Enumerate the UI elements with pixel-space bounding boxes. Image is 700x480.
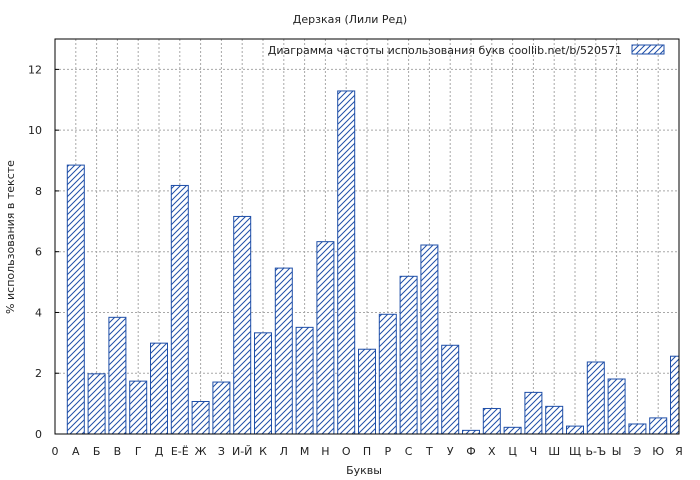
y-tick-label: 2 bbox=[35, 367, 42, 380]
x-tick-label: Р bbox=[384, 445, 391, 458]
plot-frame bbox=[54, 38, 680, 435]
x-tick-label: Ю bbox=[652, 445, 664, 458]
bar-К bbox=[254, 332, 272, 435]
x-tick-label: И-Й bbox=[232, 445, 252, 458]
bar-С bbox=[399, 275, 418, 435]
bar-Г bbox=[129, 380, 148, 435]
x-tick-label: С bbox=[405, 445, 413, 458]
x-tick-label: Ц bbox=[508, 445, 517, 458]
bar-П bbox=[358, 348, 376, 435]
bar-Б bbox=[87, 373, 106, 435]
bar-О bbox=[337, 90, 356, 435]
legend-label: Диаграмма частоты использования букв coo… bbox=[268, 44, 622, 57]
x-axis-label: Буквы bbox=[346, 464, 382, 477]
x-tick-label: Я bbox=[675, 445, 683, 458]
y-tick-label: 0 bbox=[35, 428, 42, 441]
bar-Р bbox=[378, 313, 397, 435]
bar-Ы bbox=[607, 378, 626, 435]
bar-У bbox=[441, 344, 460, 435]
bar-Ю bbox=[649, 417, 668, 435]
bar-Ч bbox=[524, 391, 543, 435]
x-tick-label: Ч bbox=[530, 445, 538, 458]
y-axis-label: % использования в тексте bbox=[4, 160, 17, 314]
x-tick-label: Т bbox=[425, 445, 433, 458]
bar-Д bbox=[150, 342, 168, 435]
y-tick-label: 12 bbox=[28, 63, 42, 76]
y-tick-label: 6 bbox=[35, 246, 42, 259]
x-tick-label: О bbox=[342, 445, 351, 458]
legend: Диаграмма частоты использования букв coo… bbox=[268, 44, 665, 57]
x-tick-label: М bbox=[300, 445, 310, 458]
x-tick-label: К bbox=[259, 445, 267, 458]
x-tick-label: Ш bbox=[548, 445, 560, 458]
x-tick-label: У bbox=[447, 445, 454, 458]
x-tick-label: В bbox=[114, 445, 122, 458]
bar-Т bbox=[420, 244, 439, 435]
bar-Л bbox=[274, 267, 293, 435]
bar-Ь-Ъ bbox=[586, 361, 605, 435]
bars bbox=[66, 90, 680, 435]
y-tick-label: 10 bbox=[28, 124, 42, 137]
x-tick-label: Ф bbox=[466, 445, 475, 458]
x-tick-label: Г bbox=[135, 445, 142, 458]
x-tick-label: Б bbox=[93, 445, 101, 458]
legend-swatch bbox=[631, 44, 665, 55]
x-tick-label: 0 bbox=[52, 445, 59, 458]
x-tick-label: А bbox=[72, 445, 80, 458]
x-tick-label: Ы bbox=[612, 445, 622, 458]
bar-Ж bbox=[191, 400, 210, 435]
bar-Е-Ё bbox=[170, 184, 189, 435]
bar-Ш bbox=[545, 405, 564, 435]
x-tick-label: Х bbox=[488, 445, 496, 458]
x-tick-label: Н bbox=[321, 445, 329, 458]
bar-Ц bbox=[503, 426, 522, 435]
x-tick-label: Л bbox=[280, 445, 288, 458]
bar-Ф bbox=[462, 429, 480, 435]
x-tick-label: Д bbox=[155, 445, 164, 458]
bar-Э bbox=[628, 423, 647, 435]
bar-В bbox=[108, 316, 127, 435]
x-tick-label: Э bbox=[634, 445, 642, 458]
bar-Я bbox=[670, 355, 680, 435]
x-tick-label: Ж bbox=[195, 445, 207, 458]
bar-Н bbox=[316, 241, 335, 435]
x-tick-label: Щ bbox=[569, 445, 581, 458]
bar-А bbox=[66, 164, 85, 435]
x-tick-label: З bbox=[218, 445, 225, 458]
bar-М bbox=[295, 326, 314, 435]
y-tick-label: 8 bbox=[35, 185, 42, 198]
x-tick-labels: 0 А Б В Г Д Е-Ё Ж З И-Й К Л М Н О П Р С Т У Ф Х Ц Ч Ш Щ Ь-Ъ Ы Э Ю Я bbox=[52, 445, 683, 458]
y-tick-labels: 0 2 4 6 8 10 12 bbox=[28, 63, 59, 441]
x-tick-label: Е-Ё bbox=[171, 445, 189, 458]
chart-title: Дерзкая (Лили Ред) bbox=[293, 13, 407, 26]
bar-Щ bbox=[566, 425, 584, 435]
x-tick-label: Ь-Ъ bbox=[585, 445, 606, 458]
bar-З bbox=[212, 381, 231, 435]
bar-И-Й bbox=[233, 215, 252, 435]
bar-Х bbox=[482, 407, 501, 435]
y-tick-label: 4 bbox=[35, 306, 42, 319]
x-tick-label: П bbox=[363, 445, 371, 458]
